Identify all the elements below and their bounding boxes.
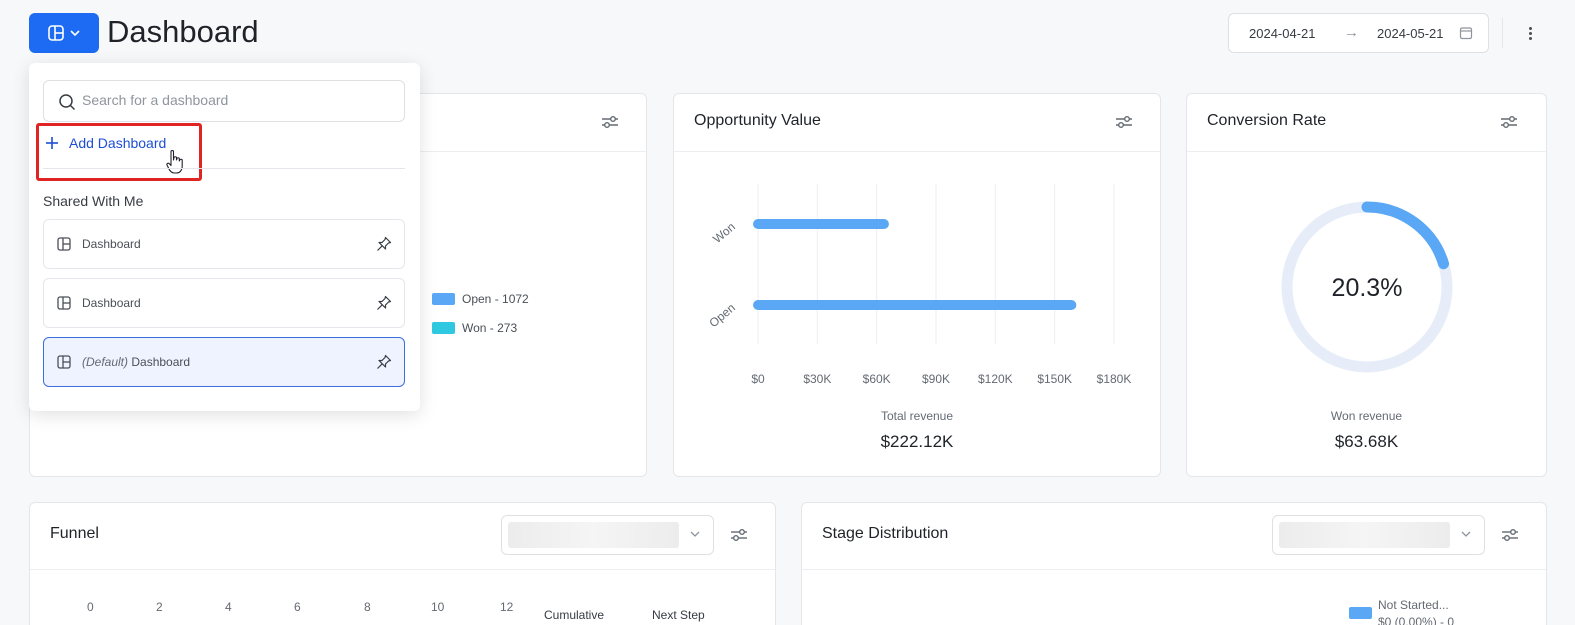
conversion-ring-chart: 20.3% xyxy=(1281,201,1453,373)
funnel-axis-tick: 0 xyxy=(87,600,94,614)
x-tick-label: $120K xyxy=(978,372,1013,386)
filter-settings-icon[interactable] xyxy=(1501,527,1519,543)
x-tick-label: $0 xyxy=(751,372,765,386)
x-tick-label: $90K xyxy=(922,372,950,386)
date-start[interactable]: 2024-04-21 xyxy=(1249,26,1316,41)
funnel-axis-tick: 12 xyxy=(500,600,514,614)
stage-select[interactable] xyxy=(1272,515,1485,555)
card-separator xyxy=(1187,151,1546,152)
page-title: Dashboard xyxy=(107,14,259,49)
card-funnel: Funnel 0 2 4 6 8 10 12 Cumulative Next S… xyxy=(29,502,776,625)
date-end[interactable]: 2024-05-21 xyxy=(1377,26,1444,41)
funnel-col-cumulative: Cumulative xyxy=(544,608,605,622)
filter-settings-icon[interactable] xyxy=(730,527,748,543)
dashboard-list-item[interactable]: Dashboard xyxy=(43,278,405,328)
legend-label: Won - 273 xyxy=(462,321,518,335)
chevron-down-icon xyxy=(70,30,80,37)
legend-swatch xyxy=(1349,607,1372,619)
opportunity-bar-chart: $0 $30K $60K $90K $120K $150K $180K Won Open xyxy=(706,184,1132,386)
layout-icon xyxy=(48,25,64,41)
funnel-axis-tick: 6 xyxy=(294,600,301,614)
funnel-col-next-step: Next Step xyxy=(652,608,705,622)
won-revenue-value: $63.68K xyxy=(1334,432,1399,451)
ring-value-arc xyxy=(1361,201,1450,270)
shared-with-me-label: Shared With Me xyxy=(43,193,144,209)
pin-icon[interactable] xyxy=(376,295,392,311)
search-icon xyxy=(59,94,76,111)
pin-icon[interactable] xyxy=(376,236,392,252)
filter-settings-icon[interactable] xyxy=(1115,114,1133,130)
x-tick-label: $180K xyxy=(1097,372,1132,386)
legend-swatch xyxy=(432,322,455,334)
x-tick-label: $150K xyxy=(1037,372,1072,386)
card-opportunity-value: Opportunity Value $0 $30K $60K $90K $120K $15… xyxy=(673,93,1161,477)
total-revenue-value: $222.12K xyxy=(880,432,954,451)
dashboard-item-label: Dashboard xyxy=(82,296,141,310)
dashboard-list-item-default[interactable]: (Default) Dashboard xyxy=(43,337,405,387)
more-options-button[interactable] xyxy=(1522,20,1538,46)
card-separator xyxy=(674,151,1160,152)
legend-won: Won - 273 xyxy=(432,321,517,335)
chevron-down-icon xyxy=(690,531,700,537)
y-category-label: Open xyxy=(706,301,737,331)
card-title: Stage Distribution xyxy=(822,525,949,542)
x-tick-label: $30K xyxy=(803,372,831,386)
plus-icon xyxy=(46,137,58,149)
x-tick-label: $60K xyxy=(863,372,891,386)
header-divider xyxy=(1502,18,1503,48)
card-title: Opportunity Value xyxy=(694,112,821,129)
pin-icon[interactable] xyxy=(376,354,392,370)
won-revenue-label: Won revenue xyxy=(1330,409,1403,423)
dashboard-list-item[interactable]: Dashboard xyxy=(43,219,405,269)
dashboard-item-label: (Default) Dashboard xyxy=(82,355,191,369)
layout-icon xyxy=(57,355,71,369)
layout-icon xyxy=(57,237,71,251)
dashboard-dropdown: Add Dashboard Shared With Me Dashboard D… xyxy=(29,63,420,411)
card-separator xyxy=(802,569,1546,570)
funnel-axis-tick: 10 xyxy=(431,600,445,614)
hand-cursor-icon xyxy=(166,149,183,174)
add-dashboard-button[interactable]: Add Dashboard xyxy=(45,135,166,151)
card-conversion-rate: Conversion Rate 20.3% Won revenue $63.68… xyxy=(1186,93,1547,477)
y-category-label: Won xyxy=(710,220,738,246)
total-revenue-label: Total revenue xyxy=(880,409,954,423)
calendar-icon xyxy=(1459,27,1473,40)
stage-legend-label: Not Started... xyxy=(1378,598,1449,612)
filter-settings-icon[interactable] xyxy=(601,114,619,130)
card-separator xyxy=(30,569,775,570)
legend-swatch xyxy=(432,293,455,305)
dropdown-separator xyxy=(43,168,405,169)
funnel-select[interactable] xyxy=(501,515,714,555)
funnel-axis-tick: 4 xyxy=(225,600,232,614)
add-dashboard-label: Add Dashboard xyxy=(69,135,167,151)
legend-open: Open - 1072 xyxy=(432,292,529,306)
search-input[interactable] xyxy=(82,92,382,108)
funnel-axis-tick: 2 xyxy=(156,600,163,614)
chevron-down-icon xyxy=(1461,531,1471,537)
card-title: Conversion Rate xyxy=(1207,112,1327,129)
layout-icon xyxy=(57,296,71,310)
highlight-annotation xyxy=(36,123,202,181)
search-box[interactable] xyxy=(43,80,405,122)
stage-legend-sub: $0 (0.00%) - 0 xyxy=(1378,615,1455,625)
conversion-rate-value: 20.3% xyxy=(1332,274,1403,302)
funnel-axis-tick: 8 xyxy=(364,600,371,614)
card-title: Funnel xyxy=(50,525,99,542)
dashboard-item-label: Dashboard xyxy=(82,237,141,251)
dashboard-menu-button[interactable] xyxy=(29,13,99,53)
filter-settings-icon[interactable] xyxy=(1500,114,1518,130)
date-range-picker[interactable]: 2024-04-21 → 2024-05-21 xyxy=(1228,13,1489,53)
card-stage-distribution: Stage Distribution Not Started... $0 (0.… xyxy=(801,502,1547,625)
legend-label: Open - 1072 xyxy=(462,292,529,306)
arrow-right-icon: → xyxy=(1344,24,1359,41)
